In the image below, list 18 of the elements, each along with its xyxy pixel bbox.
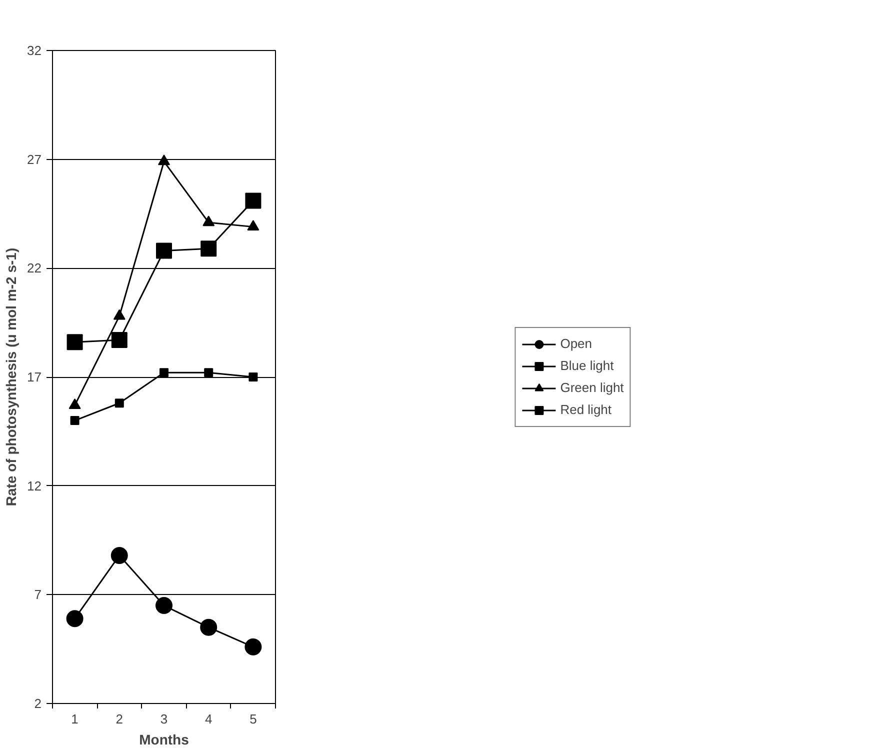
y-tick-label: 32 [27, 43, 42, 58]
legend-label: Red light [560, 402, 612, 417]
y-axis-title: Rate of photosynthesis (u mol m-2 s-1) [3, 248, 20, 506]
x-tick-label: 4 [204, 712, 212, 726]
y-tick-label: 7 [34, 587, 42, 602]
y-tick-label: 22 [27, 260, 42, 276]
legend-label: Blue light [560, 358, 614, 373]
legend-label: Open [560, 336, 592, 351]
x-tick-label: 2 [116, 712, 124, 726]
y-tick-label: 12 [27, 478, 42, 494]
y-tick-label: 2 [34, 696, 42, 711]
x-tick-label: 1 [71, 712, 78, 726]
y-tick-label: 17 [27, 370, 42, 384]
x-tick-label: 5 [250, 712, 257, 726]
legend-label: Green light [560, 380, 624, 395]
x-tick-label: 3 [160, 712, 168, 726]
x-axis-title: Months [139, 732, 190, 748]
y-tick-label: 27 [27, 152, 42, 167]
